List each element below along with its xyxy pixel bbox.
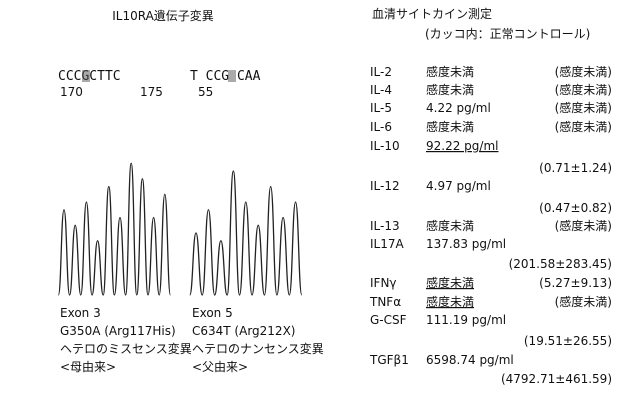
caption-type: ヘテロのミスセンス変異: [60, 341, 192, 356]
control-value: (感度未満): [555, 218, 612, 233]
control-value: (19.51±26.55): [524, 334, 612, 348]
figure: IL10RA遺伝子変異 血清サイトカイン測定 (カッコ内：正常コントロール) C…: [0, 0, 618, 393]
caption-origin: <母由来>: [60, 360, 116, 374]
position: 55: [198, 85, 213, 99]
cytokine-value: 92.22 pg/ml: [426, 139, 498, 153]
cytokine-name: TGFβ1: [369, 353, 409, 367]
control-value: (感度未満): [555, 64, 612, 79]
chromatograms: [58, 163, 301, 295]
position: 170: [60, 85, 83, 99]
control-value: (0.47±0.82): [539, 201, 612, 215]
caption-mutation: C634T (Arg212X): [192, 324, 295, 338]
control-value: (0.71±1.24): [539, 161, 612, 175]
highlight: [82, 70, 90, 82]
control-value: (感度未満): [555, 294, 612, 309]
caption-type: ヘテロのナンセンス変異: [192, 341, 324, 356]
right-title: 血清サイトカイン測定: [372, 6, 492, 21]
caption-exon: Exon 3: [60, 306, 101, 320]
cytokine-value: 感度未満: [426, 275, 474, 290]
control-value: (感度未満): [555, 82, 612, 97]
cytokine-value: 感度未満: [426, 119, 474, 134]
cytokine-name: IL-4: [370, 83, 392, 97]
cytokine-name: IL-6: [370, 120, 392, 134]
highlight: [228, 70, 236, 82]
cytokine-name: IL-10: [370, 139, 400, 153]
cytokine-value: 111.19 pg/ml: [426, 313, 506, 327]
caption-exon: Exon 5: [192, 306, 233, 320]
position: 175: [140, 85, 163, 99]
cytokine-name: IL-5: [370, 101, 392, 115]
sequence: T CCG CAA: [190, 69, 261, 84]
cytokine-value: 6598.74 pg/ml: [426, 353, 514, 367]
cytokine-name: IL-13: [370, 219, 400, 233]
cytokine-value: 感度未満: [426, 218, 474, 233]
control-value: (5.27±9.13): [539, 276, 612, 290]
cytokine-name: G-CSF: [370, 313, 407, 327]
cytokine-value: 感度未満: [426, 294, 474, 309]
caption-origin: <父由来>: [192, 360, 248, 374]
caption-mutation: G350A (Arg117His): [60, 324, 176, 338]
control-value: (4792.71±461.59): [501, 372, 612, 386]
cytokine-name: IL17A: [370, 237, 404, 251]
cytokine-value: 4.22 pg/ml: [426, 101, 491, 115]
control-value: (感度未満): [555, 119, 612, 134]
left-title: IL10RA遺伝子変異: [112, 8, 214, 23]
cytokine-name: TNFα: [369, 295, 401, 309]
trace: [58, 163, 170, 295]
cytokine-value: 感度未満: [426, 82, 474, 97]
trace: [190, 171, 302, 295]
cytokine-value: 4.97 pg/ml: [426, 179, 491, 193]
cytokine-name: IFNγ: [370, 276, 397, 290]
cytokine-name: IL-12: [370, 179, 400, 193]
cytokine-value: 137.83 pg/ml: [426, 237, 506, 251]
right-subtitle: (カッコ内：正常コントロール): [425, 27, 590, 41]
cytokine-value: 感度未満: [426, 64, 474, 79]
control-value: (感度未満): [555, 100, 612, 115]
control-value: (201.58±283.45): [509, 257, 612, 271]
cytokine-name: IL-2: [370, 65, 392, 79]
